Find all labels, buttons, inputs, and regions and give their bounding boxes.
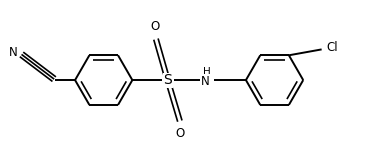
Text: S: S [163,73,172,87]
Text: N: N [8,46,17,59]
Text: N: N [201,75,210,88]
Text: O: O [176,127,185,140]
Text: Cl: Cl [327,41,339,54]
Text: O: O [151,20,160,33]
Text: H: H [203,67,211,77]
